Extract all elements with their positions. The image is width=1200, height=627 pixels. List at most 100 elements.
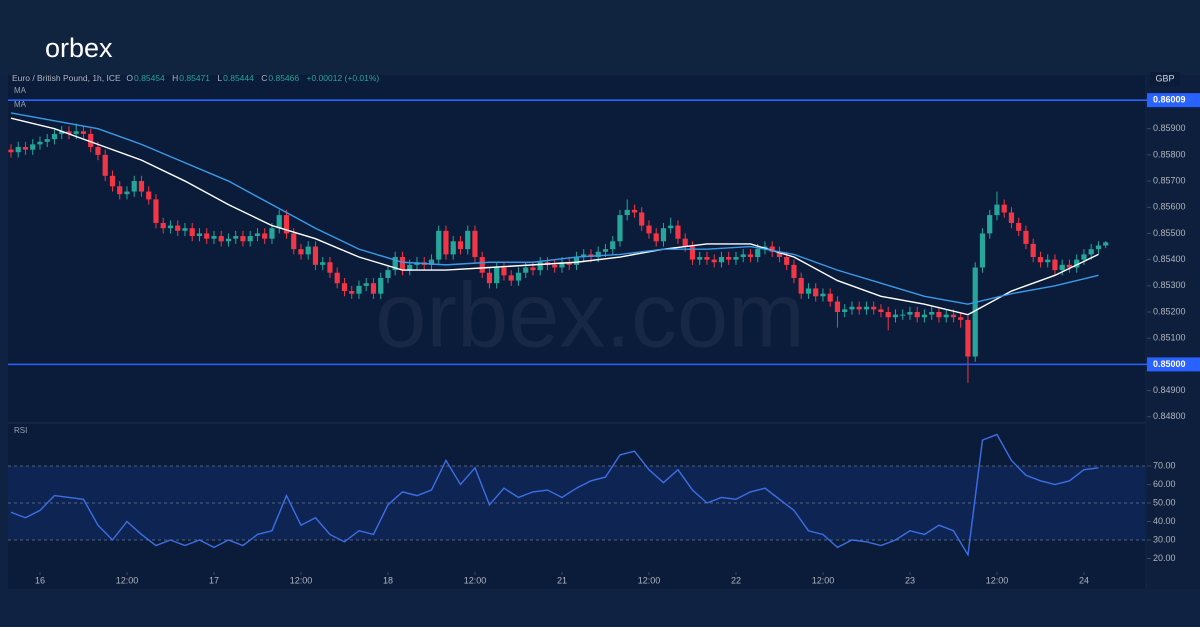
candle-body: [958, 317, 964, 320]
candle-body: [182, 228, 188, 231]
y-tick-label: 0.85600: [1153, 202, 1186, 212]
ohlc-letter: H: [172, 73, 179, 83]
candle-body: [1095, 245, 1102, 250]
candle-body: [320, 262, 326, 265]
candle-body: [1030, 243, 1036, 258]
candle-body: [30, 144, 36, 150]
y-tick-label: 0.85500: [1153, 228, 1186, 238]
candle-body: [827, 293, 833, 302]
candle-body: [247, 236, 253, 242]
candle-body: [1008, 212, 1015, 223]
candle-body: [581, 254, 587, 258]
candle-body: [791, 264, 797, 278]
candle-body: [537, 262, 543, 271]
candle-body: [269, 228, 275, 239]
candle-body: [95, 147, 101, 155]
candle-body: [871, 306, 877, 310]
candle-body: [22, 147, 29, 150]
candle-body: [399, 257, 406, 271]
candle-body: [196, 233, 203, 237]
ohlc-value: 0.85454: [134, 73, 165, 83]
level-label: 0.85000: [1153, 359, 1186, 369]
y-tick-label: 0.85200: [1153, 306, 1186, 316]
y-tick-label: 0.85400: [1153, 254, 1186, 264]
candle-body: [595, 251, 601, 258]
candle-body: [834, 301, 841, 313]
candle-body: [711, 259, 717, 263]
level-tag: [1147, 93, 1200, 108]
candle-body: [914, 312, 920, 318]
candle-body: [349, 291, 355, 294]
y-tick-label: 70.00: [1153, 460, 1176, 470]
candle-body: [726, 257, 732, 260]
candle-body: [849, 306, 855, 310]
legend-entry: MA: [14, 100, 26, 109]
level-label: 0.86009: [1153, 95, 1186, 105]
x-tick-label: 21: [557, 575, 567, 585]
candle-body: [160, 222, 166, 229]
candle-body: [240, 236, 246, 242]
candle-body: [204, 233, 210, 239]
candle-body: [979, 233, 986, 268]
candle-body: [573, 257, 580, 265]
unit-label: GBP: [1155, 73, 1174, 83]
symbol: Euro / British Pound, 1h, ICE: [12, 73, 121, 83]
candle-body: [921, 314, 928, 318]
x-tick-label: 12:00: [464, 575, 487, 585]
candle-body: [428, 259, 435, 265]
y-tick-label: 50.00: [1153, 497, 1176, 507]
candle-body: [407, 264, 413, 271]
candle-body: [341, 283, 348, 292]
candle-body: [755, 249, 761, 258]
candle-body: [117, 186, 123, 195]
candle-body: [1052, 259, 1058, 271]
candle-body: [689, 246, 696, 260]
candle-body: [668, 225, 674, 229]
candle-body: [842, 309, 848, 313]
candle-body: [559, 262, 565, 268]
x-tick-label: 12:00: [116, 575, 139, 585]
candle-body: [102, 154, 108, 176]
candle-body: [385, 270, 391, 278]
candle-body: [682, 238, 688, 247]
y-tick-label: 30.00: [1153, 534, 1176, 544]
candle-body: [639, 212, 645, 226]
candle-body: [1045, 259, 1051, 263]
x-tick-label: 16: [35, 575, 45, 585]
candle-body: [211, 236, 217, 239]
candle-body: [653, 233, 659, 242]
watermark: orbex.com: [375, 264, 805, 366]
candle-body: [820, 293, 826, 297]
candle-body: [233, 236, 239, 239]
candle-body: [646, 225, 652, 234]
y-tick-label: 0.84800: [1153, 411, 1186, 421]
candle-body: [1081, 254, 1087, 260]
ohlc-letter: C: [261, 73, 268, 83]
candle-body: [298, 249, 304, 255]
logo: orbex: [45, 33, 113, 63]
ohlc-value: 0.85471: [179, 73, 211, 83]
candle-body: [327, 262, 333, 273]
x-tick-label: 22: [731, 575, 741, 585]
candle-body: [443, 230, 449, 255]
candle-body: [508, 275, 514, 281]
candle-body: [972, 267, 978, 357]
candle-body: [486, 272, 493, 284]
candle-body: [704, 257, 710, 260]
x-tick-label: 24: [1079, 575, 1089, 585]
candle-body: [501, 267, 507, 276]
candle-body: [146, 191, 152, 200]
candle-body: [1103, 242, 1109, 246]
candle-body: [965, 319, 971, 357]
y-tick-label: 0.85100: [1153, 333, 1186, 343]
ohlc-letter: L: [217, 73, 223, 83]
candle-body: [378, 277, 384, 294]
candle-body: [131, 181, 137, 192]
candle-body: [530, 267, 536, 271]
moving-average: [10, 117, 1099, 316]
candle-body: [515, 272, 522, 281]
candle-body: [59, 131, 65, 134]
candle-body: [936, 312, 942, 318]
candle-body: [138, 181, 145, 192]
